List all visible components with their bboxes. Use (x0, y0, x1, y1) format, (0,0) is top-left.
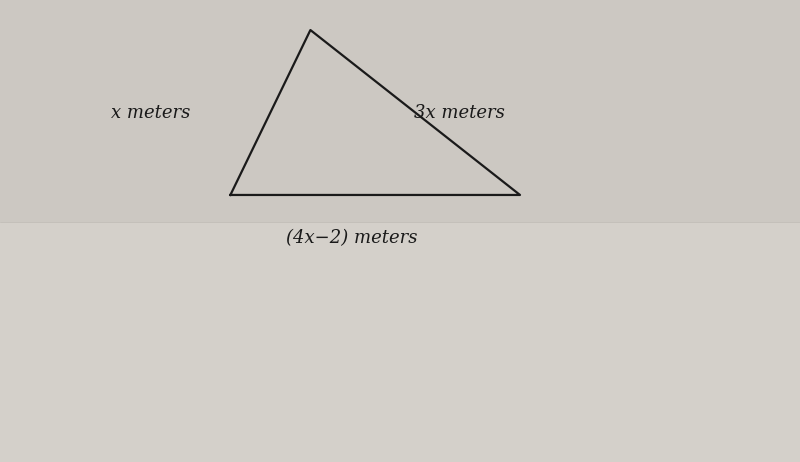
Bar (0, 222, 800, 462)
Text: 3x meters: 3x meters (414, 104, 506, 122)
Text: (4x−2) meters: (4x−2) meters (286, 229, 418, 247)
Text: x meters: x meters (111, 104, 190, 122)
